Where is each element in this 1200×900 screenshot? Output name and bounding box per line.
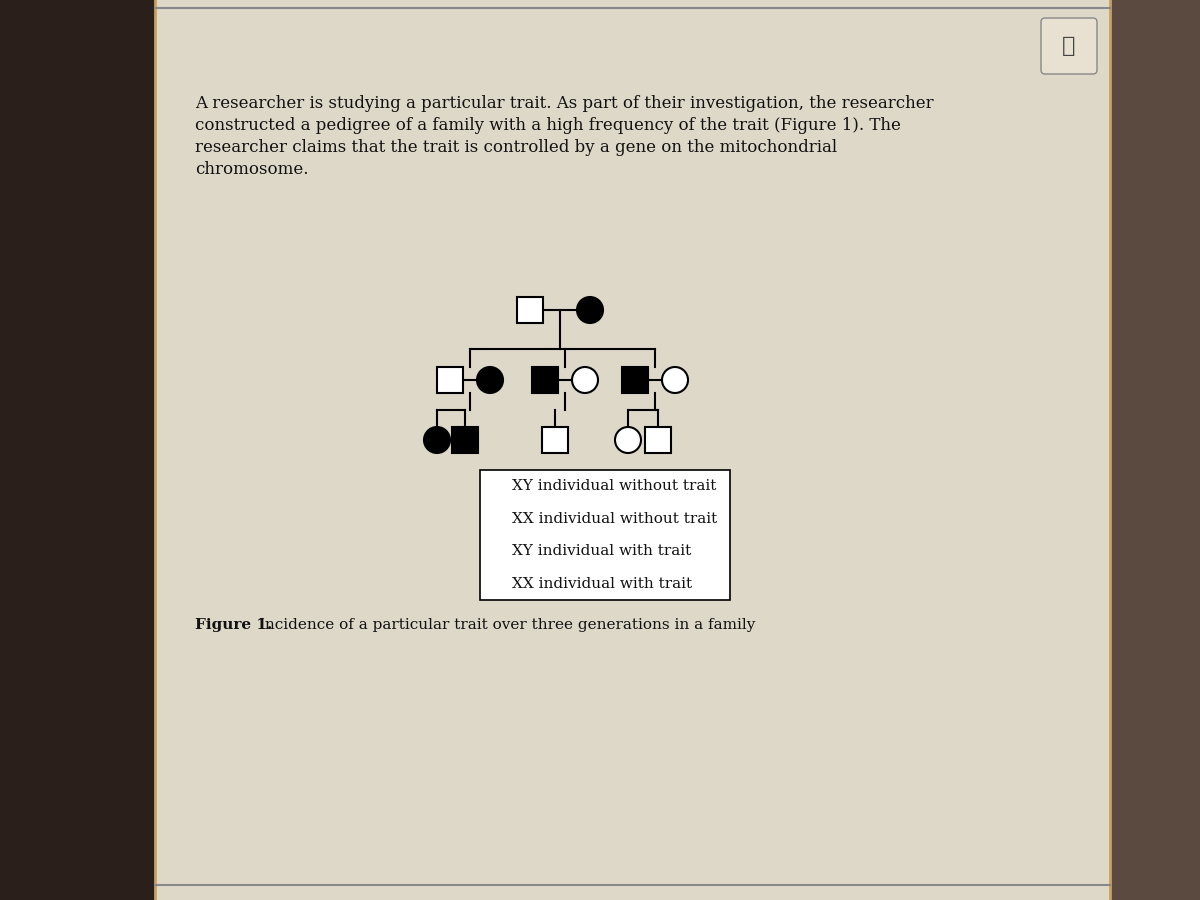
Bar: [622, 367, 648, 393]
Bar: [517, 297, 542, 323]
Text: 图: 图: [1062, 36, 1075, 56]
Circle shape: [424, 427, 450, 453]
Bar: [437, 367, 463, 393]
Bar: [646, 427, 671, 453]
Circle shape: [616, 427, 641, 453]
Text: Figure 1.: Figure 1.: [194, 618, 272, 632]
Text: chromosome.: chromosome.: [194, 161, 308, 178]
Text: XX individual with trait: XX individual with trait: [512, 577, 692, 590]
Circle shape: [572, 367, 598, 393]
Bar: [532, 367, 558, 393]
Text: XY individual without trait: XY individual without trait: [512, 479, 716, 493]
Text: constructed a pedigree of a family with a high frequency of the trait (Figure 1): constructed a pedigree of a family with …: [194, 117, 901, 134]
Bar: [491, 544, 505, 558]
Text: Incidence of a particular trait over three generations in a family: Incidence of a particular trait over thr…: [253, 618, 755, 632]
Text: XY individual with trait: XY individual with trait: [512, 544, 691, 558]
Circle shape: [577, 297, 604, 323]
Bar: [155, 0, 1110, 900]
Bar: [1110, 0, 1200, 900]
Text: XX individual without trait: XX individual without trait: [512, 512, 718, 526]
Bar: [480, 470, 730, 600]
Bar: [491, 479, 505, 493]
FancyBboxPatch shape: [1042, 18, 1097, 74]
Circle shape: [478, 367, 503, 393]
Circle shape: [491, 512, 505, 526]
Bar: [452, 427, 478, 453]
Text: researcher claims that the trait is controlled by a gene on the mitochondrial: researcher claims that the trait is cont…: [194, 139, 838, 156]
Bar: [542, 427, 568, 453]
Circle shape: [491, 577, 505, 590]
Text: A researcher is studying a particular trait. As part of their investigation, the: A researcher is studying a particular tr…: [194, 95, 934, 112]
Bar: [0, 0, 155, 900]
Circle shape: [662, 367, 688, 393]
